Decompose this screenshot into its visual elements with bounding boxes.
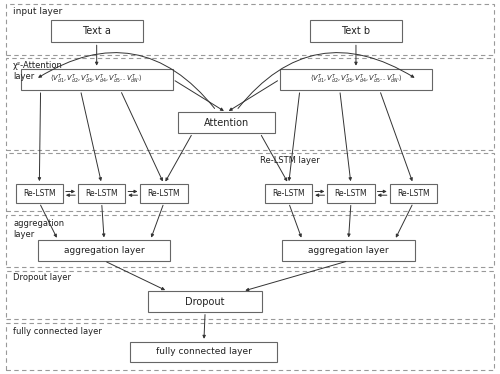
Text: $\langle V^T_{d1},V^T_{d2},V^T_{d3},V^T_{d4},V^T_{d5}..V^T_{dN'}\rangle$: $\langle V^T_{d1},V^T_{d2},V^T_{d3},V^T_… xyxy=(310,73,402,86)
Text: Re-LSTM: Re-LSTM xyxy=(86,189,118,198)
Bar xyxy=(6,215,494,267)
Text: aggregation layer: aggregation layer xyxy=(64,246,144,255)
Text: Re-LSTM: Re-LSTM xyxy=(272,189,305,198)
Text: Dropout: Dropout xyxy=(186,297,225,307)
FancyBboxPatch shape xyxy=(265,184,312,203)
Text: fully connected layer: fully connected layer xyxy=(13,327,102,336)
Text: Text a: Text a xyxy=(82,26,111,36)
FancyBboxPatch shape xyxy=(328,184,374,203)
Text: Re-LSTM: Re-LSTM xyxy=(397,189,430,198)
Text: Text b: Text b xyxy=(342,26,370,36)
Text: Re-LSTM: Re-LSTM xyxy=(148,189,180,198)
FancyBboxPatch shape xyxy=(38,240,170,261)
FancyBboxPatch shape xyxy=(50,20,143,42)
FancyBboxPatch shape xyxy=(390,184,437,203)
Text: aggregation layer: aggregation layer xyxy=(308,246,389,255)
Text: Attention: Attention xyxy=(204,118,249,128)
FancyBboxPatch shape xyxy=(282,240,414,261)
Bar xyxy=(6,271,494,319)
FancyBboxPatch shape xyxy=(78,184,126,203)
Text: $\langle V^T_{d1},V^T_{d2},V^T_{d3},V^T_{d4},V^T_{d5}..V^T_{dN'}\rangle$: $\langle V^T_{d1},V^T_{d2},V^T_{d3},V^T_… xyxy=(50,73,143,86)
Text: χ²-Attention
layer: χ²-Attention layer xyxy=(13,61,63,81)
Bar xyxy=(6,153,494,211)
FancyBboxPatch shape xyxy=(280,68,432,90)
Bar xyxy=(6,58,494,150)
FancyBboxPatch shape xyxy=(16,184,63,203)
FancyBboxPatch shape xyxy=(310,20,402,42)
FancyBboxPatch shape xyxy=(130,341,278,362)
Text: Re-LSTM: Re-LSTM xyxy=(23,189,56,198)
Text: Dropout layer: Dropout layer xyxy=(13,273,71,282)
Text: Re-LSTM layer: Re-LSTM layer xyxy=(260,156,320,165)
Text: aggregation
layer: aggregation layer xyxy=(13,219,64,239)
Bar xyxy=(6,323,494,370)
FancyBboxPatch shape xyxy=(148,291,262,312)
Text: fully connected layer: fully connected layer xyxy=(156,347,252,356)
FancyBboxPatch shape xyxy=(20,68,172,90)
Bar xyxy=(6,4,494,55)
FancyBboxPatch shape xyxy=(178,113,275,133)
Text: Re-LSTM: Re-LSTM xyxy=(334,189,368,198)
FancyBboxPatch shape xyxy=(140,184,188,203)
Text: input layer: input layer xyxy=(13,7,62,16)
